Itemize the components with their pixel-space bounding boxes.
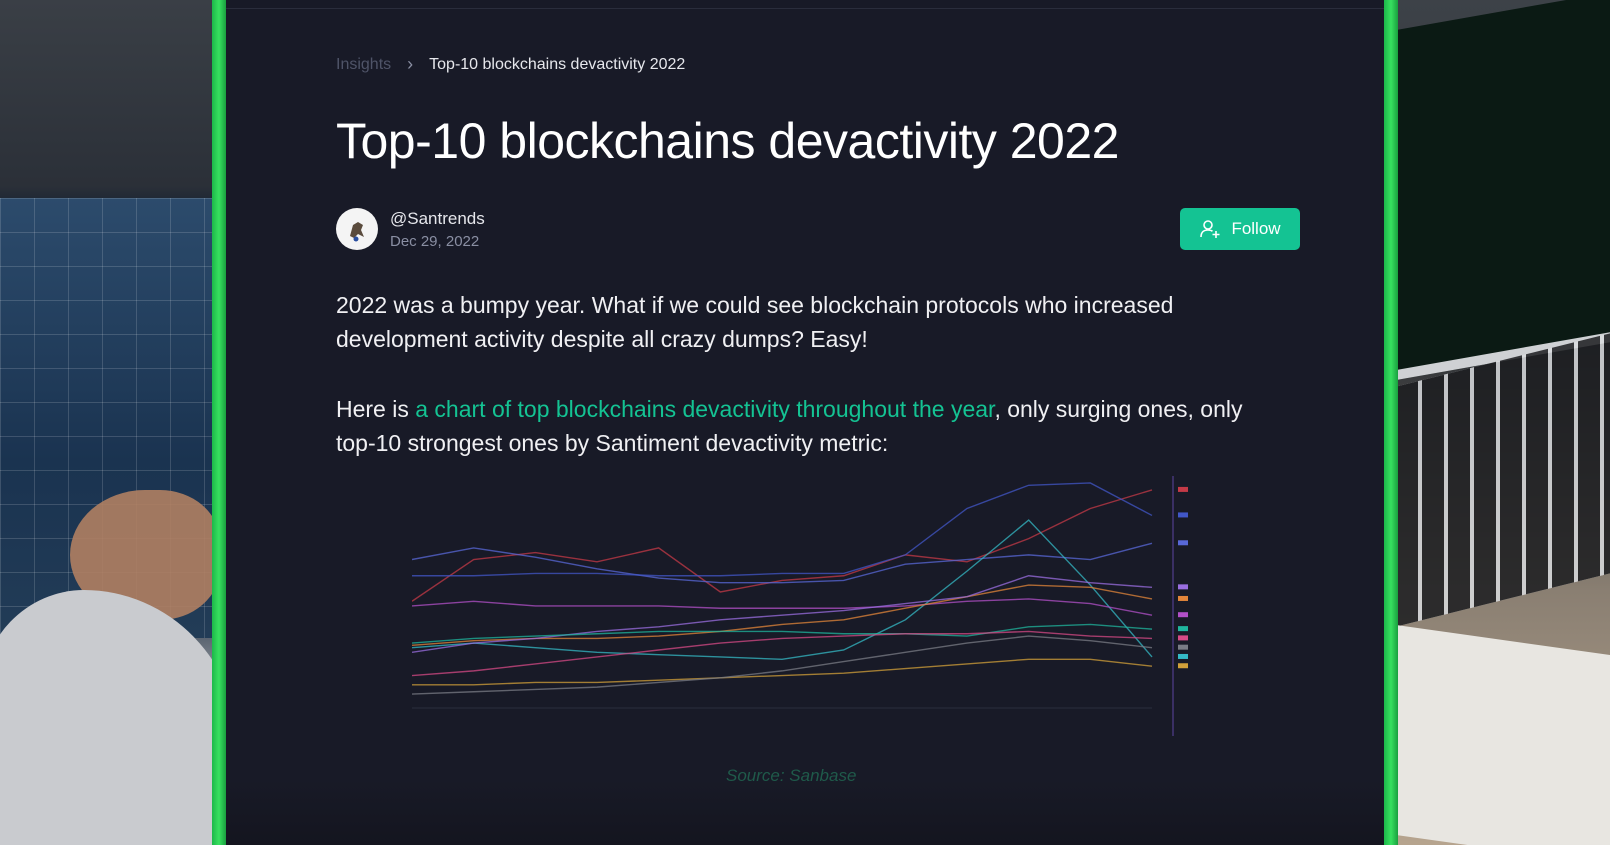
breadcrumb-current: Top-10 blockchains devactivity 2022 bbox=[429, 55, 686, 73]
chart-series-marker-6 bbox=[1178, 584, 1188, 590]
chart-series-marker-7 bbox=[1178, 626, 1188, 632]
paragraph-2-suffix: , only surging ones, only top-10 stronge… bbox=[336, 396, 1243, 456]
chart-series-line-4 bbox=[412, 598, 1153, 616]
chart-series-marker-10 bbox=[1178, 644, 1188, 650]
follow-label: Follow bbox=[1231, 219, 1281, 238]
chart-series-marker-8 bbox=[1178, 635, 1188, 641]
chart-series-line-8 bbox=[412, 630, 1153, 677]
trading-monitor-image bbox=[0, 198, 212, 638]
laptop-keyboard-image bbox=[1396, 333, 1610, 627]
follow-button[interactable]: Follow bbox=[1180, 208, 1300, 250]
chart-series-marker-9 bbox=[1178, 663, 1188, 669]
chart-series-line-6 bbox=[412, 575, 1153, 654]
right-background-photo bbox=[1396, 0, 1610, 845]
publish-date: Dec 29, 2022 bbox=[390, 232, 480, 250]
bottom-fade bbox=[226, 780, 1384, 845]
chart-series-marker-0 bbox=[1178, 486, 1188, 492]
chart-series-marker-5 bbox=[1178, 595, 1188, 601]
left-frame-border bbox=[212, 0, 226, 845]
chart-series-line-0 bbox=[412, 489, 1153, 602]
author-block: @Santrends Dec 29, 2022 bbox=[336, 208, 485, 250]
chart-series-marker-3 bbox=[1178, 653, 1188, 659]
chart-series-line-3 bbox=[412, 519, 1153, 660]
article-paragraph-2: Here is a chart of top blockchains devac… bbox=[336, 392, 1276, 460]
header-divider bbox=[226, 8, 1384, 9]
article-paragraph-1: 2022 was a bumpy year. What if we could … bbox=[336, 292, 1174, 352]
avatar[interactable] bbox=[336, 208, 378, 250]
chart-series-marker-1 bbox=[1178, 540, 1188, 546]
chart-series-line-2 bbox=[412, 482, 1153, 577]
chevron-right-icon: › bbox=[407, 54, 414, 74]
chart-series-marker-2 bbox=[1178, 512, 1188, 518]
chart-link[interactable]: a chart of top blockchains devactivity t… bbox=[415, 396, 995, 422]
right-frame-border bbox=[1384, 0, 1398, 845]
sleeve-image bbox=[0, 590, 212, 845]
chart-series-line-1 bbox=[412, 542, 1153, 584]
breadcrumb-insights-link[interactable]: Insights bbox=[336, 55, 392, 73]
laptop-screen-image bbox=[1396, 0, 1610, 381]
author-name[interactable]: @Santrends bbox=[390, 208, 485, 228]
chart-svg bbox=[412, 476, 1188, 736]
paper-image bbox=[1396, 624, 1610, 845]
paragraph-2-prefix: Here is bbox=[336, 396, 416, 422]
left-background-photo bbox=[0, 0, 212, 845]
devactivity-chart bbox=[412, 476, 1212, 756]
add-user-icon bbox=[1200, 220, 1220, 238]
article-panel: Insights › Top-10 blockchains devactivit… bbox=[226, 0, 1384, 845]
chart-series-line-9 bbox=[412, 658, 1153, 686]
santrends-avatar-icon bbox=[350, 222, 364, 242]
article-title: Top-10 blockchains devactivity 2022 bbox=[336, 113, 1119, 169]
chart-series-marker-4 bbox=[1178, 612, 1188, 618]
breadcrumb: Insights › Top-10 blockchains devactivit… bbox=[336, 54, 685, 75]
chart-series-line-7 bbox=[412, 623, 1153, 644]
chart-y-axis bbox=[1172, 476, 1174, 736]
chart-series-line-10 bbox=[412, 635, 1153, 695]
